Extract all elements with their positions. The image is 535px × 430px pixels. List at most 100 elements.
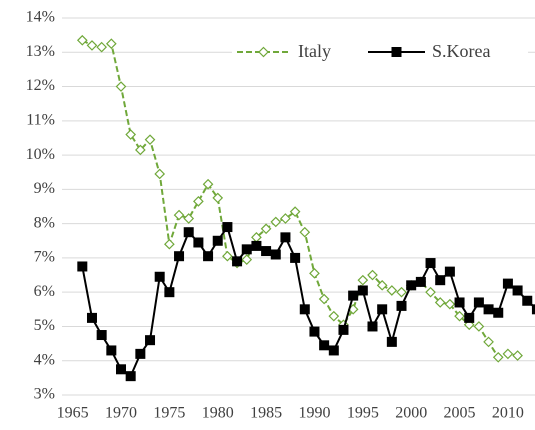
y-tick-label: 10%: [26, 146, 55, 163]
legend-marker: [391, 47, 402, 57]
marker: [145, 335, 156, 346]
marker: [435, 275, 446, 286]
marker: [299, 226, 311, 238]
x-tick-label: 2010: [492, 405, 524, 422]
marker: [434, 297, 446, 308]
marker: [135, 144, 146, 156]
marker: [473, 297, 484, 308]
marker: [531, 304, 535, 315]
marker: [493, 307, 504, 318]
marker: [270, 249, 281, 260]
x-tick-label: 1965: [57, 405, 89, 422]
marker: [309, 267, 320, 279]
x-tick-label: 1970: [105, 405, 137, 422]
marker: [115, 81, 127, 92]
y-tick-label: 6%: [34, 283, 55, 300]
marker: [473, 321, 485, 332]
legend-label: Italy: [298, 41, 331, 61]
legend: Italy S.Korea: [232, 36, 528, 68]
marker: [173, 209, 185, 221]
marker: [483, 304, 494, 315]
y-tick-label: 7%: [34, 249, 55, 266]
marker: [522, 295, 533, 306]
marker: [86, 40, 98, 51]
marker: [425, 258, 436, 269]
x-tick-label: 1985: [250, 405, 282, 422]
marker: [425, 286, 436, 298]
marker: [483, 336, 494, 348]
marker: [116, 364, 127, 375]
marker: [444, 298, 456, 310]
marker: [241, 244, 252, 255]
marker: [135, 348, 146, 359]
marker: [183, 227, 194, 238]
marker: [396, 286, 407, 298]
marker: [396, 300, 407, 311]
marker: [212, 192, 224, 204]
marker: [289, 206, 301, 217]
marker: [76, 34, 88, 46]
y-tick-label: 14%: [26, 9, 55, 26]
x-tick-label: 2005: [444, 405, 476, 422]
marker: [105, 38, 117, 50]
marker: [328, 310, 340, 322]
marker: [376, 279, 388, 291]
legend-marker: [258, 46, 269, 58]
x-tick-label: 2000: [395, 405, 427, 422]
marker: [367, 269, 378, 281]
y-tick-label: 9%: [34, 180, 55, 197]
marker: [338, 324, 349, 335]
marker: [348, 290, 359, 301]
marker: [222, 222, 233, 233]
marker: [232, 256, 243, 267]
marker: [270, 216, 282, 228]
marker: [290, 252, 301, 263]
y-tick-label: 5%: [34, 317, 55, 334]
marker: [193, 237, 204, 248]
marker: [318, 293, 330, 305]
y-tick-label: 4%: [34, 351, 55, 368]
marker: [386, 285, 398, 296]
marker: [86, 312, 97, 323]
marker: [280, 232, 291, 243]
x-tick-label: 1990: [298, 405, 330, 422]
marker: [454, 310, 465, 322]
marker: [512, 285, 523, 296]
marker: [154, 271, 165, 282]
x-tick-label: 1995: [347, 405, 379, 422]
marker: [444, 266, 455, 277]
x-tick-label: 1975: [153, 405, 185, 422]
marker: [512, 350, 523, 361]
marker: [241, 254, 253, 265]
marker: [164, 238, 175, 250]
marker: [251, 240, 262, 251]
marker: [280, 213, 291, 224]
marker: [125, 129, 137, 140]
legend-label: S.Korea: [432, 41, 490, 61]
y-tick-label: 8%: [34, 214, 55, 231]
marker: [260, 223, 272, 235]
marker: [502, 348, 514, 360]
marker: [454, 297, 465, 308]
marker: [222, 250, 233, 262]
y-tick-label: 11%: [26, 111, 55, 128]
marker: [212, 235, 223, 246]
marker: [261, 246, 272, 257]
marker: [415, 276, 426, 287]
marker: [357, 285, 368, 296]
marker: [193, 196, 204, 207]
marker: [164, 287, 175, 298]
marker: [125, 371, 136, 382]
marker: [144, 134, 156, 146]
marker: [203, 251, 214, 262]
marker: [309, 326, 320, 337]
marker: [492, 351, 504, 363]
marker: [202, 178, 214, 190]
marker: [319, 340, 330, 351]
marker: [464, 312, 475, 323]
plot-area: [76, 34, 535, 382]
marker: [183, 213, 195, 224]
marker: [502, 278, 513, 289]
marker: [96, 41, 108, 53]
marker: [96, 330, 107, 341]
